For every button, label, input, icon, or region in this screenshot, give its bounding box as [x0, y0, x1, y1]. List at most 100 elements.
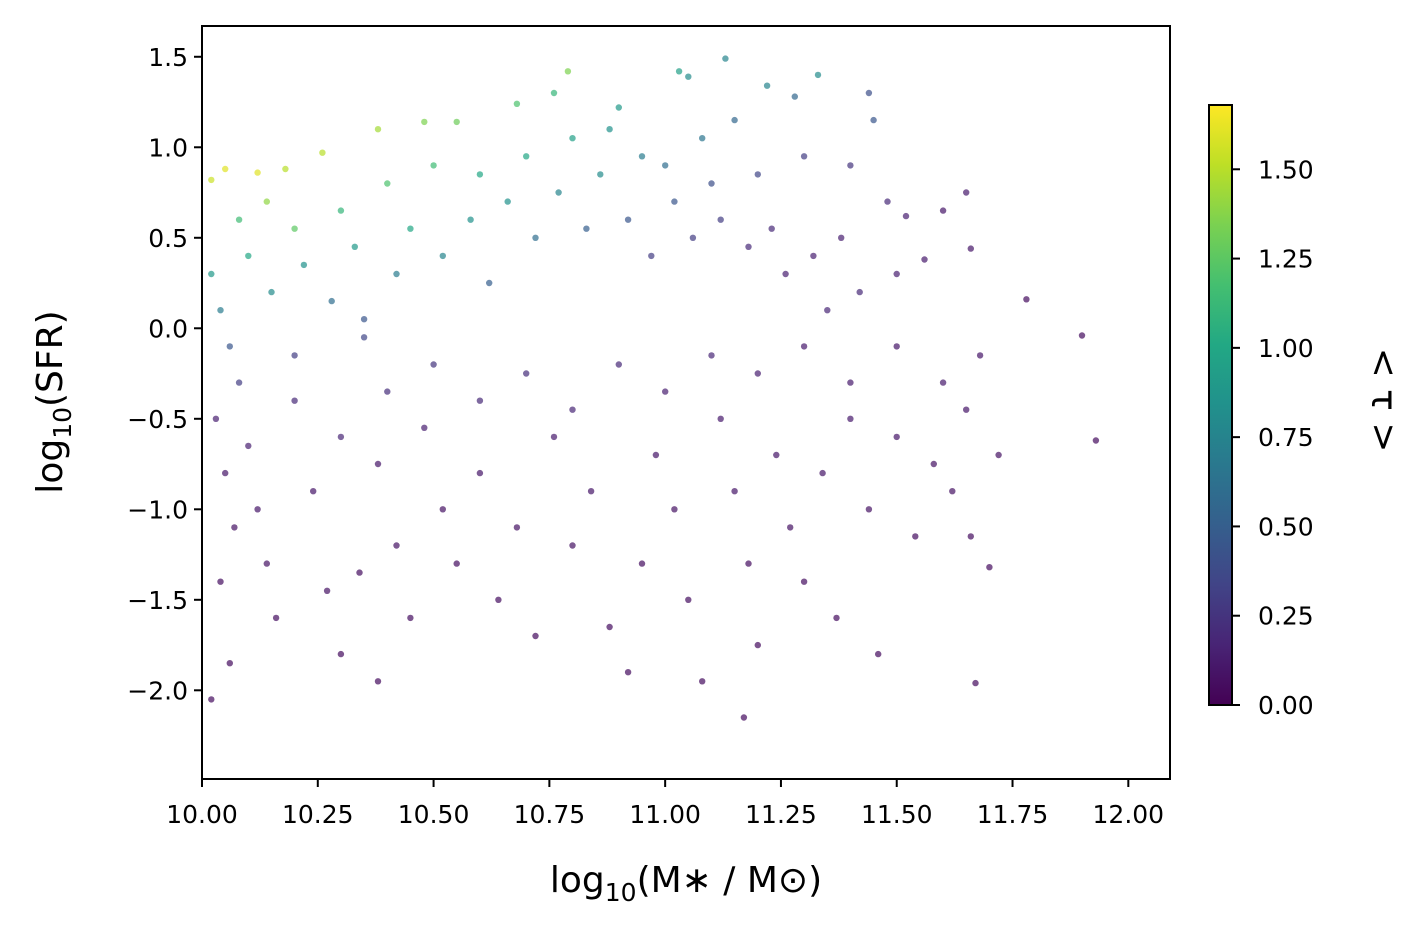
- data-point: [235, 379, 243, 386]
- data-point: [407, 225, 414, 232]
- data-point: [268, 288, 275, 296]
- data-point: [453, 118, 460, 126]
- data-point: [583, 225, 590, 232]
- x-axis-label-suffix: (M∗ / M⊙): [637, 860, 823, 901]
- data-point: [675, 68, 683, 75]
- colorbar-tick-label: 1.00: [1258, 334, 1314, 363]
- y-tick-label: 0.0: [148, 314, 188, 343]
- data-point: [731, 116, 738, 124]
- data-point: [212, 415, 220, 422]
- data-point: [245, 442, 252, 450]
- data-point: [393, 270, 400, 278]
- data-point: [1023, 296, 1030, 303]
- data-point: [569, 135, 576, 142]
- data-point: [717, 415, 724, 422]
- colorbar-tick-label: 0.25: [1258, 602, 1314, 631]
- data-point: [222, 469, 229, 477]
- data-point: [754, 641, 761, 649]
- y-tick-label: 1.0: [148, 133, 188, 162]
- y-tick-label: 0.5: [148, 224, 188, 253]
- data-point: [662, 162, 669, 169]
- data-point: [439, 252, 446, 260]
- data-point: [337, 207, 345, 214]
- data-point: [360, 334, 368, 341]
- data-point: [523, 370, 530, 377]
- data-point: [745, 560, 752, 567]
- data-point: [513, 100, 521, 108]
- y-axis-label-suffix: (SFR): [30, 310, 71, 407]
- data-point: [291, 225, 298, 232]
- data-point: [393, 542, 400, 549]
- data-point: [763, 82, 771, 89]
- data-point: [282, 165, 289, 173]
- data-point: [217, 578, 224, 585]
- x-tick-label: 10.00: [166, 800, 238, 829]
- x-tick-label: 11.25: [745, 800, 817, 829]
- data-point: [875, 650, 882, 658]
- colorbar-tick-label: 0.00: [1258, 691, 1314, 720]
- y-tick-label: −0.5: [127, 405, 188, 434]
- data-point: [930, 460, 937, 468]
- data-point: [824, 307, 831, 314]
- data-point: [856, 288, 863, 296]
- colorbar-ticks: 0.00 0.25 0.50 0.75 1.00 1.25 1.50: [1232, 155, 1314, 720]
- data-point: [976, 352, 984, 359]
- colorbar-label: < τ >: [1363, 348, 1404, 453]
- data-point: [624, 669, 632, 676]
- data-point: [263, 560, 270, 567]
- data-point: [245, 252, 252, 260]
- data-point: [638, 560, 646, 567]
- data-point: [967, 533, 974, 540]
- data-point: [550, 433, 558, 441]
- data-point: [360, 316, 368, 323]
- data-point: [1092, 437, 1100, 444]
- data-point: [865, 89, 873, 97]
- data-point: [569, 406, 576, 413]
- data-point: [791, 93, 798, 100]
- data-point: [374, 126, 382, 133]
- data-point: [532, 234, 539, 241]
- data-point: [847, 415, 854, 422]
- x-tick-label: 11.00: [629, 800, 701, 829]
- y-tick-label: −2.0: [127, 676, 188, 705]
- data-point: [513, 524, 521, 531]
- data-point: [893, 433, 900, 441]
- data-point: [638, 153, 646, 160]
- data-point: [972, 679, 979, 687]
- data-point: [226, 660, 233, 667]
- data-point: [550, 89, 558, 97]
- data-point: [902, 212, 910, 220]
- data-point: [254, 169, 261, 176]
- colorbar-tick-label: 1.25: [1258, 245, 1314, 274]
- data-point: [800, 578, 808, 585]
- data-point: [685, 73, 692, 80]
- data-point: [504, 198, 511, 205]
- x-tick-label: 11.75: [977, 800, 1049, 829]
- x-tick-label: 11.50: [861, 800, 933, 829]
- data-point: [814, 71, 822, 79]
- data-point: [384, 388, 391, 395]
- data-point: [356, 569, 363, 576]
- data-point: [648, 252, 655, 260]
- data-point: [986, 564, 993, 571]
- data-point: [782, 270, 789, 278]
- x-tick-label: 12.00: [1093, 800, 1165, 829]
- data-point: [217, 307, 224, 314]
- data-point: [708, 352, 715, 359]
- data-point: [847, 162, 854, 169]
- data-point: [231, 524, 238, 531]
- data-point: [323, 587, 331, 594]
- data-point: [963, 406, 970, 413]
- colorbar-tick-label: 1.50: [1258, 155, 1314, 184]
- data-point: [226, 343, 233, 350]
- data-point: [740, 714, 748, 721]
- data-point: [606, 126, 613, 133]
- data-point: [699, 678, 706, 685]
- data-point: [754, 171, 761, 178]
- data-point: [870, 116, 877, 124]
- data-point: [476, 469, 484, 477]
- y-tick-label: −1.5: [127, 586, 188, 615]
- data-point: [328, 297, 335, 305]
- data-point: [430, 162, 437, 169]
- data-point: [523, 153, 530, 160]
